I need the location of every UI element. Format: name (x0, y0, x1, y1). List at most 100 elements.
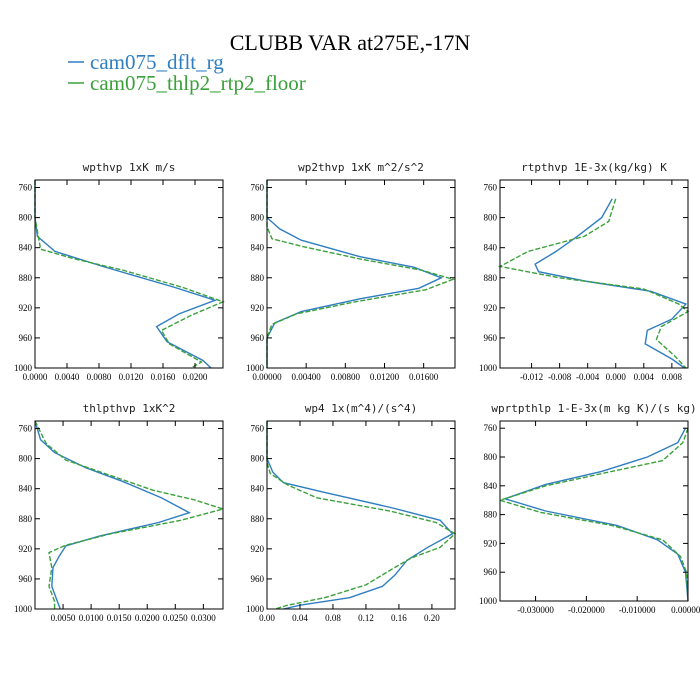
series-line-1 (534, 198, 688, 369)
x-tick-label: -0.008 (548, 372, 572, 382)
y-tick-label: 800 (251, 454, 265, 464)
x-tick-label: 0.08 (325, 613, 341, 623)
series-line-1 (266, 421, 454, 610)
x-tick-label: 0.20 (424, 613, 440, 623)
plot-frame (499, 420, 689, 602)
x-tick-label: -0.030000 (517, 605, 554, 615)
x-tick-label: 0.004 (634, 372, 655, 382)
series-line-1 (34, 420, 192, 610)
panel-title: thlpthvp 1xK^2 (83, 402, 176, 415)
y-tick-label: 880 (251, 273, 265, 283)
y-tick-label: 920 (19, 303, 33, 313)
panel-title: wprtpthlp 1-E-3x(m kg K)/(s kg) (491, 402, 696, 415)
x-tick-label: -0.020000 (568, 605, 605, 615)
y-tick-label: 1000 (479, 596, 498, 606)
x-tick-label: -0.012 (520, 372, 543, 382)
y-tick-label: 920 (251, 544, 265, 554)
y-tick-label: 840 (251, 484, 265, 494)
y-tick-label: 880 (251, 514, 265, 524)
panel-2: wp2thvp 1xK m^2/s^2 760 800 840 880 920 960 100… (246, 161, 456, 382)
panel-1: wpthvp 1xK m/s76080084088092096010000.00… (14, 161, 225, 382)
x-tick-label: 0.01600 (409, 372, 439, 382)
x-tick-label: 0.0080 (87, 372, 112, 382)
x-tick-label: 0.008 (662, 372, 683, 382)
x-tick-label: 0.0250 (163, 613, 188, 623)
y-tick-label: 840 (484, 481, 498, 491)
x-tick-label: 0.0160 (151, 372, 176, 382)
x-tick-label: 0.00000 (252, 372, 282, 382)
x-tick-label: 0.00400 (292, 372, 322, 382)
series-line-1 (34, 180, 218, 369)
y-tick-label: 960 (251, 333, 265, 343)
y-tick-label: 920 (19, 544, 33, 554)
series-line-2 (266, 180, 456, 368)
y-tick-label: 960 (251, 574, 265, 584)
x-tick-label: 0.0040 (55, 372, 80, 382)
plot-frame (266, 179, 456, 369)
x-tick-label: 0.01200 (370, 372, 400, 382)
y-tick-label: 880 (19, 514, 33, 524)
y-tick-label: 840 (484, 243, 498, 253)
y-tick-label: 800 (19, 454, 33, 464)
x-tick-label: 0.12 (358, 613, 374, 623)
x-tick-label: 0.16 (391, 613, 407, 623)
y-tick-label: 880 (484, 273, 498, 283)
x-tick-label: 0.0050 (51, 613, 76, 623)
y-tick-label: 1000 (14, 604, 33, 614)
y-tick-label: 1000 (14, 363, 33, 373)
y-tick-label: 760 (19, 424, 33, 434)
y-tick-label: 760 (484, 423, 498, 433)
x-tick-label: 0.04 (292, 613, 308, 623)
y-tick-label: 920 (484, 303, 498, 313)
series-line-2 (34, 180, 225, 369)
legend: cam075_dflt_rg cam075_thlp2_rtp2_floor (68, 50, 306, 95)
x-tick-label: 0.0000 (23, 372, 48, 382)
x-tick-label: 0.0200 (135, 613, 160, 623)
y-tick-label: 760 (251, 183, 265, 193)
y-tick-label: 1000 (479, 363, 498, 373)
x-tick-label: 0.0300 (191, 613, 216, 623)
panel-4: thlpthvp 1xK^2 760 800 840 880 920 960 1000 0.00… (14, 402, 226, 623)
x-tick-label: 0.00800 (331, 372, 361, 382)
x-tick-label: -0.010000 (619, 605, 656, 615)
panel-title: wpthvp 1xK m/s (83, 161, 176, 174)
series-line-2 (497, 198, 690, 369)
x-tick-label: -0.004 (576, 372, 600, 382)
y-tick-label: 800 (484, 213, 498, 223)
x-tick-label: 0.0200 (183, 372, 208, 382)
x-tick-label: 0.000 (606, 372, 627, 382)
panels: wpthvp 1xK m/s76080084088092096010000.00… (14, 161, 700, 623)
panel-title: wp4 1x(m^4)/(s^4) (305, 402, 418, 415)
series-line-2 (266, 421, 457, 610)
plot-frame (34, 179, 224, 369)
series-line-2 (497, 427, 689, 602)
x-tick-label: 0.0100 (79, 613, 104, 623)
y-tick-label: 960 (484, 567, 498, 577)
y-tick-label: 920 (251, 303, 265, 313)
panel-title: wp2thvp 1xK m^2/s^2 (298, 161, 424, 174)
y-tick-label: 880 (484, 510, 498, 520)
y-tick-label: 960 (19, 333, 33, 343)
figure-title: CLUBB VAR at275E,-17N (230, 30, 471, 55)
series-line-2 (34, 420, 226, 609)
x-tick-label: 0.0150 (107, 613, 132, 623)
series-line-1 (502, 427, 689, 602)
y-tick-label: 800 (484, 452, 498, 462)
plot-frame (499, 179, 689, 369)
plot-frame (266, 420, 456, 610)
y-tick-label: 760 (484, 183, 498, 193)
x-tick-label: 0.0120 (119, 372, 144, 382)
y-tick-label: 760 (251, 424, 265, 434)
y-tick-label: 1000 (246, 604, 265, 614)
y-tick-label: 800 (251, 213, 265, 223)
panel-3: rtpthvp 1E-3x(kg/kg) K 760 800 840 880 920 960… (479, 161, 690, 382)
legend-label-dflt: cam075_dflt_rg (90, 50, 224, 74)
y-tick-label: 1000 (246, 363, 265, 373)
y-tick-label: 760 (19, 183, 33, 193)
y-tick-label: 840 (251, 243, 265, 253)
y-tick-label: 840 (19, 243, 33, 253)
x-tick-label: 0.00 (259, 613, 275, 623)
y-tick-label: 960 (19, 574, 33, 584)
